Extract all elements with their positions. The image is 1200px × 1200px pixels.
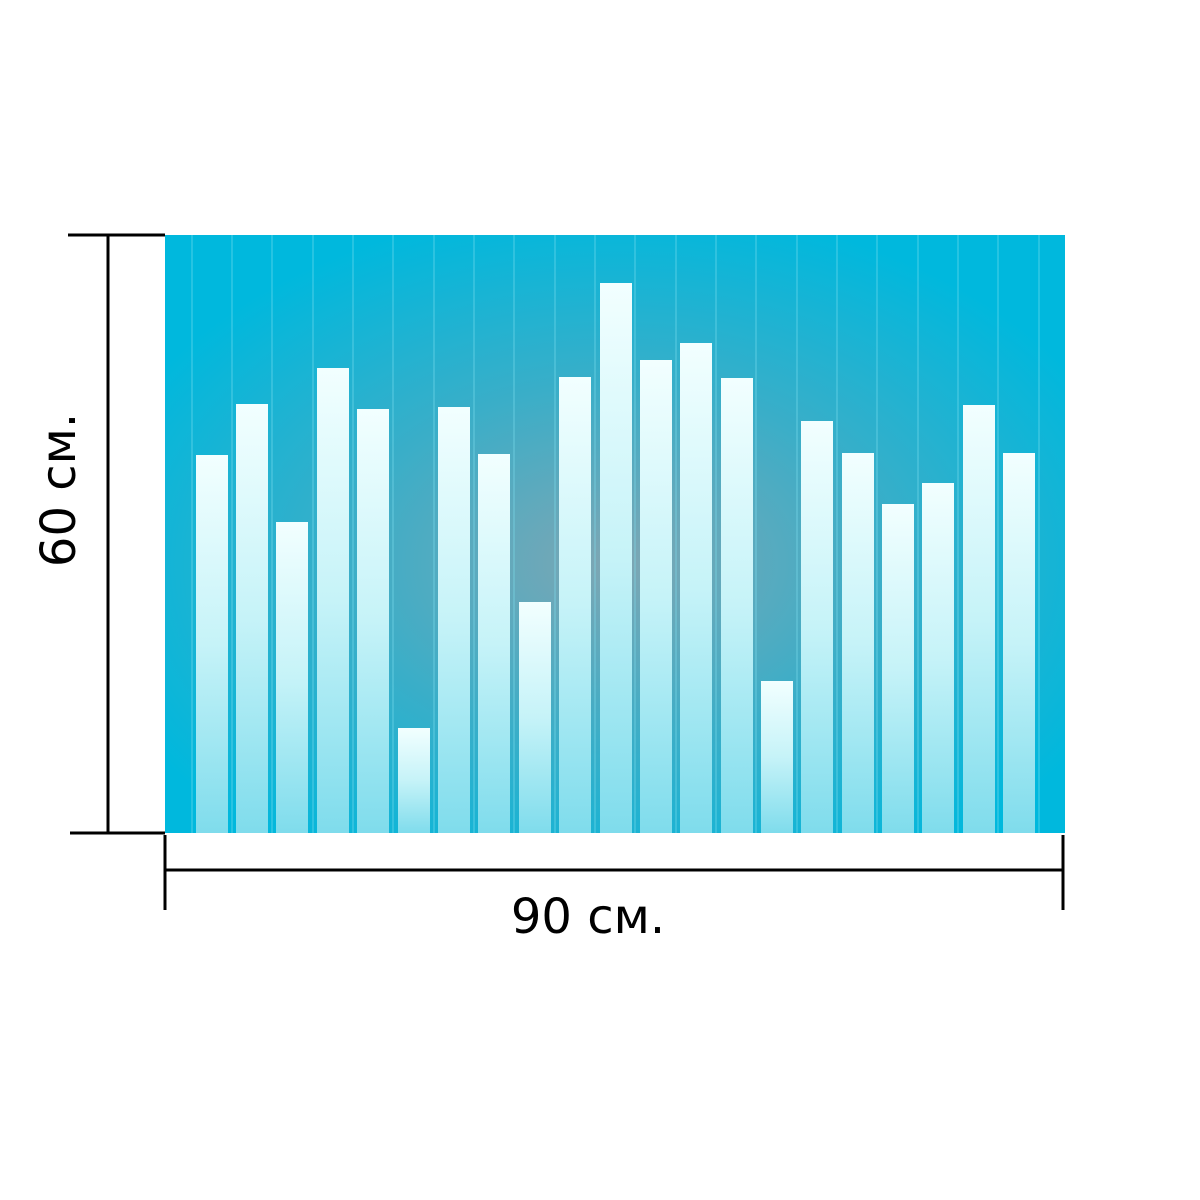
decor-bar	[801, 421, 833, 833]
decor-bar	[559, 377, 591, 833]
height-label: 60 см.	[31, 413, 87, 567]
decor-bar	[640, 360, 672, 833]
decor-bar	[882, 504, 914, 833]
height-dimension: 60 см.	[31, 233, 165, 835]
decor-bar	[600, 283, 632, 833]
decor-bar	[922, 483, 954, 833]
decor-bar	[1003, 453, 1035, 833]
stripes	[191, 235, 1040, 833]
decor-bar	[317, 368, 349, 833]
decor-bar	[519, 602, 551, 833]
decor-bars	[196, 283, 1035, 833]
decor-bar	[761, 681, 793, 833]
width-label: 90 см.	[511, 889, 665, 945]
poster	[165, 235, 1065, 833]
decor-bar	[842, 453, 874, 833]
decor-bar	[438, 407, 470, 833]
decor-bar	[478, 454, 510, 833]
decor-bar	[357, 409, 389, 833]
decor-bar	[963, 405, 995, 833]
decor-bar	[680, 343, 712, 833]
decor-bar	[721, 378, 753, 833]
decor-bar	[276, 522, 308, 833]
width-dimension: 90 см.	[163, 835, 1065, 945]
decor-bar	[196, 455, 228, 833]
decor-bar	[398, 728, 430, 833]
decor-bar	[236, 404, 268, 833]
